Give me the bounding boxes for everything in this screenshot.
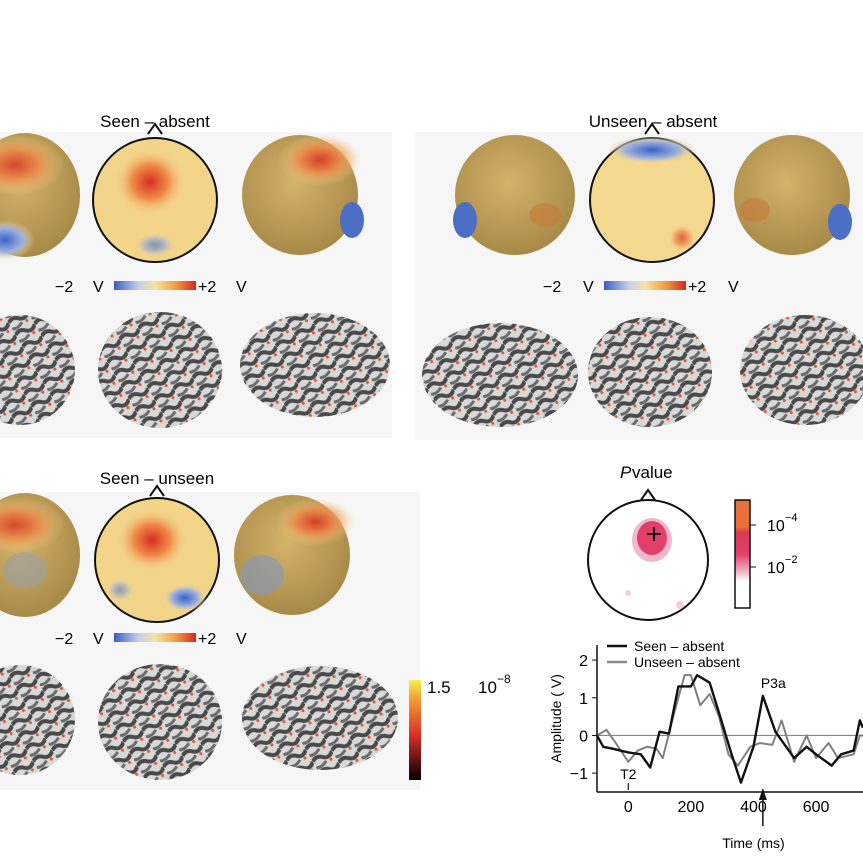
legend-label-unseen: Unseen – absent xyxy=(634,654,740,670)
annotation-t2: T2 xyxy=(620,766,637,782)
pvalue-title-italic: P xyxy=(620,463,632,482)
source-pvalue-base: 10 xyxy=(478,678,497,697)
scale-unit-label: V xyxy=(93,279,104,296)
erp-chart: −1 0 1 2 0 200 400 600 Amplitude ( V) Time (ms)… xyxy=(548,638,863,851)
voltage-colorbar xyxy=(114,281,196,290)
scale-unit-label: V xyxy=(236,631,247,648)
scale-min-label: −2 xyxy=(543,279,561,296)
panel-title-seen-absent: Seen – absent xyxy=(100,112,210,131)
scale-max-label: +2 xyxy=(688,279,706,296)
topomap-seen-absent xyxy=(92,122,218,263)
pvalue-tick-exp: −4 xyxy=(785,512,798,524)
x-tick-label: 400 xyxy=(740,799,767,816)
scale-unit-label: V xyxy=(236,279,247,296)
head-left-view xyxy=(0,493,80,617)
head-right-view xyxy=(734,135,852,255)
y-tick-label: 1 xyxy=(579,691,588,708)
y-axis-label: Amplitude ( V) xyxy=(548,674,564,763)
head-right-view xyxy=(242,134,364,255)
head-right-view xyxy=(234,495,355,615)
voltage-colorbar xyxy=(604,281,686,290)
cortex-row-seen-unseen xyxy=(0,664,398,780)
x-axis-label: Time (ms) xyxy=(722,835,784,851)
pvalue-tick-base: 10 xyxy=(767,518,785,535)
legend-label-seen: Seen – absent xyxy=(634,638,724,654)
cortex-row-unseen-absent xyxy=(422,315,863,427)
voltage-colorbar xyxy=(114,633,196,642)
scale-max-label: +2 xyxy=(198,631,216,648)
topomap-seen-unseen xyxy=(94,484,220,623)
scale-unit-label: V xyxy=(583,279,594,296)
x-tick-label: 0 xyxy=(624,799,633,816)
y-tick-label: 2 xyxy=(579,653,588,670)
source-colorbar-max: 1.5 xyxy=(427,678,451,697)
cortex-row-seen-absent xyxy=(0,312,390,428)
panel-title-unseen-absent: Unseen – absent xyxy=(589,112,718,131)
head-left-view xyxy=(0,133,80,260)
annotation-p3a: P3a xyxy=(761,675,786,691)
crosshair-icon xyxy=(647,527,661,541)
y-tick-label: −1 xyxy=(570,766,588,783)
x-tick-label: 600 xyxy=(803,799,830,816)
pvalue-topomap xyxy=(587,488,709,621)
source-pvalue-exp: −8 xyxy=(497,672,511,686)
pvalue-title-rest: value xyxy=(632,463,673,482)
x-tick-label: 200 xyxy=(678,799,705,816)
scale-min-label: −2 xyxy=(55,631,73,648)
scale-max-label: +2 xyxy=(198,279,216,296)
legend: Seen – absent Unseen – absent xyxy=(607,638,740,670)
series-line xyxy=(596,674,863,767)
source-colorbar xyxy=(409,680,421,780)
scale-unit-label: V xyxy=(728,279,739,296)
pvalue-colorbar xyxy=(734,499,751,609)
scale-unit-label: V xyxy=(93,631,104,648)
pvalue-tick-exp: −2 xyxy=(785,554,798,566)
pvalue-tick-base: 10 xyxy=(767,560,785,577)
panel-title-seen-unseen: Seen – unseen xyxy=(100,469,214,488)
scale-min-label: −2 xyxy=(55,279,73,296)
head-left-view xyxy=(453,135,575,255)
arrow-up-icon xyxy=(758,788,767,800)
topomap-unseen-absent xyxy=(589,122,715,263)
y-tick-label: 0 xyxy=(579,728,588,745)
series-line xyxy=(595,673,863,784)
